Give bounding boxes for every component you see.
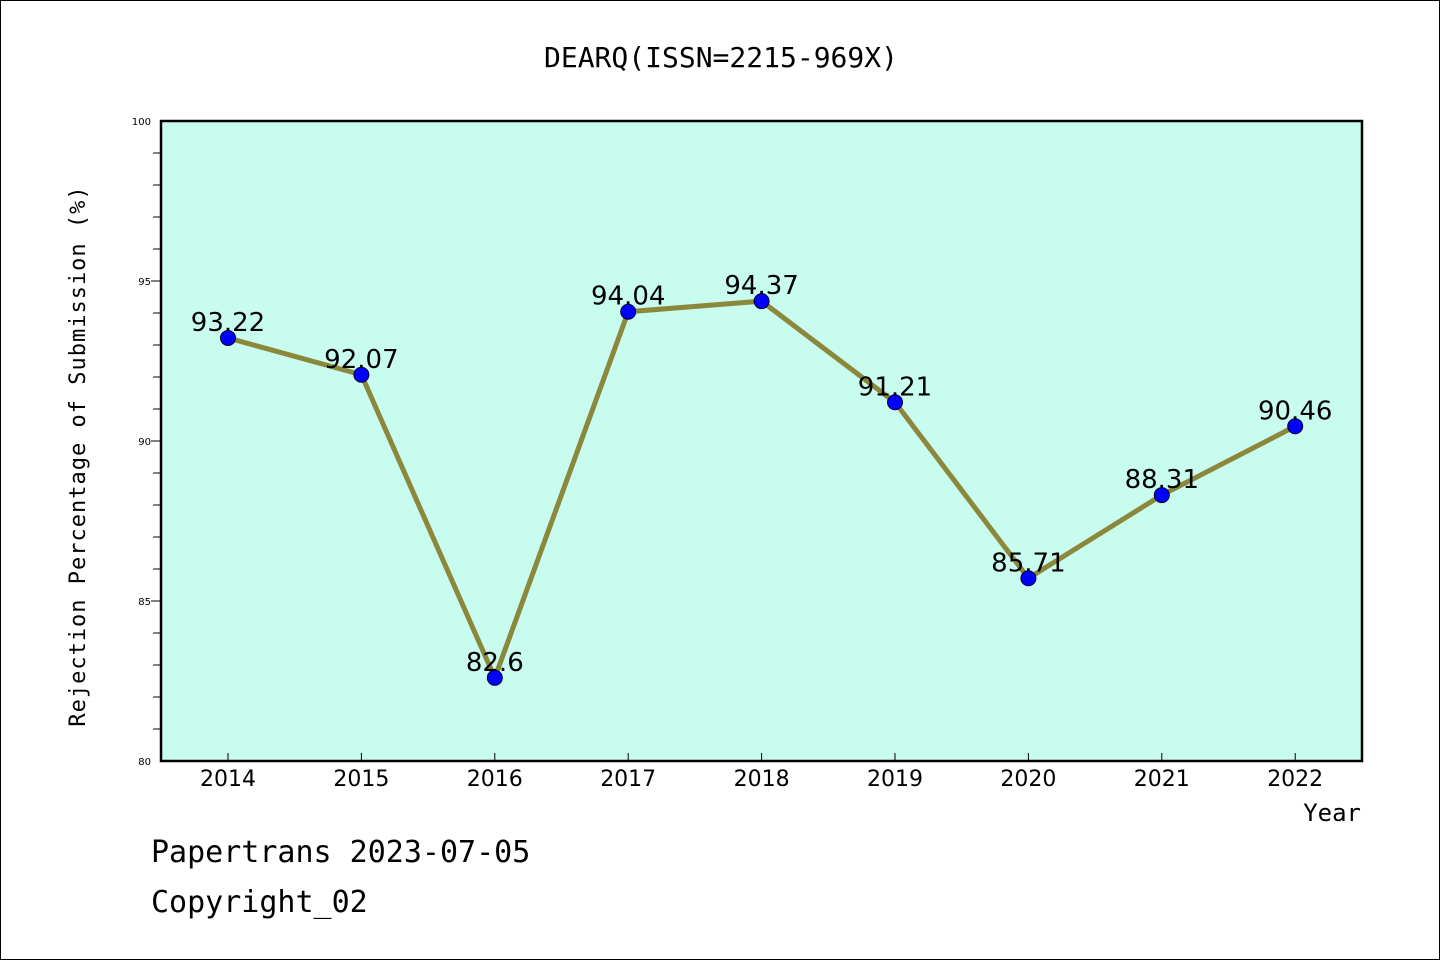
plot-area [159,119,1364,763]
data-label: 93.22 [191,308,265,338]
x-tick-label: 2021 [1134,767,1190,792]
data-label: 82.6 [466,648,524,678]
data-point [620,303,637,320]
y-axis-label: Rejection Percentage of Submission (%) [66,185,91,726]
data-point [1153,487,1170,504]
footer-source: Papertrans 2023-07-05 [151,835,531,870]
y-axis-ticks [151,152,161,730]
y-tick-label: 100 [132,117,151,128]
data-label: 94.37 [724,271,798,301]
x-tick-label: 2019 [867,767,923,792]
data-point [353,366,370,383]
data-point [753,293,770,310]
x-tick-label: 2016 [467,767,523,792]
data-point [887,394,903,411]
data-labels: 93.22 92.07 82.6 94.04 94.37 91.21 85.71 88.31 9… [191,271,1333,678]
y-tick-label: 90 [138,437,151,448]
x-tick-label: 2015 [333,767,389,792]
x-axis-ticks [227,753,1296,761]
data-point [1287,418,1304,435]
data-label: 94.04 [591,282,665,312]
y-tick-label: 85 [138,597,151,608]
y-axis-tick-labels: 80 85 90 95 100 [132,117,151,768]
x-axis-label: Year [1303,799,1361,827]
data-label: 90.46 [1258,396,1332,426]
data-point [1020,570,1037,587]
chart-title: DEARQ(ISSN=2215-969X) [544,41,898,74]
footer-copyright: Copyright_02 [151,885,368,920]
data-point [486,669,503,686]
x-tick-label: 2018 [734,767,790,792]
series-markers [220,293,1304,686]
x-tick-label: 2020 [1000,767,1056,792]
y-tick-label: 80 [138,757,151,768]
data-label: 91.21 [858,372,932,402]
x-tick-label: 2022 [1267,767,1323,792]
x-tick-label: 2017 [600,767,656,792]
data-point [220,329,236,346]
x-tick-label: 2014 [200,767,256,792]
data-label: 85.71 [991,548,1065,578]
x-axis-tick-labels: 2014 2015 2016 2017 2018 2019 2020 2021 2022 [200,767,1323,792]
y-tick-label: 95 [138,277,151,288]
data-label: 88.31 [1125,465,1199,495]
data-label: 92.07 [324,345,398,375]
